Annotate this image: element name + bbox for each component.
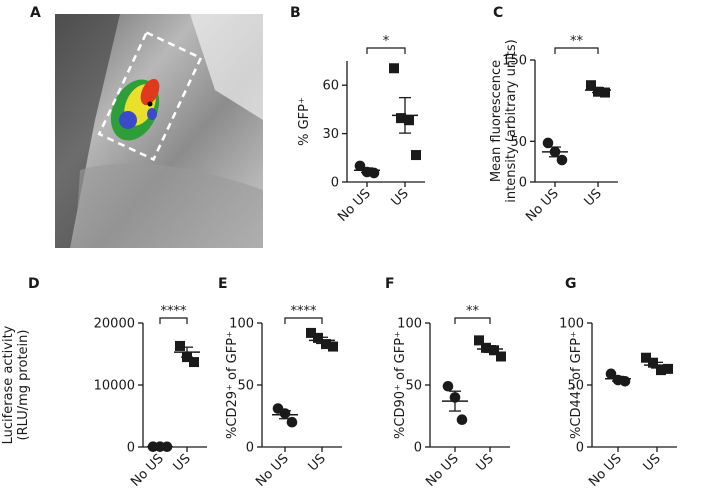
data-point — [641, 352, 651, 363]
significance-label: **** — [161, 304, 188, 319]
data-point — [404, 115, 414, 126]
data-point — [286, 416, 298, 428]
y-tick-label: 0 — [519, 176, 527, 191]
x-tick-label: No US — [253, 451, 292, 490]
panel-label: G — [565, 276, 577, 292]
y-axis-label: %CD29⁺ of GFP⁺ — [225, 331, 240, 439]
x-tick-label: No US — [423, 451, 462, 490]
y-tick-label: 30 — [322, 127, 339, 142]
data-point — [586, 80, 596, 91]
x-tick-label: US — [306, 451, 329, 474]
y-tick-label: 50 — [405, 379, 422, 394]
y-tick-label: 0 — [127, 441, 135, 456]
data-point — [306, 327, 316, 338]
panel-label: F — [385, 276, 395, 292]
y-axis-label: Mean fluorescence — [489, 60, 504, 182]
data-point — [656, 365, 666, 376]
x-tick-label: US — [389, 186, 412, 209]
significance-bracket — [366, 47, 406, 54]
y-tick-label: 100 — [559, 317, 584, 332]
data-point — [542, 137, 554, 149]
data-point — [175, 340, 185, 351]
data-point — [328, 341, 338, 352]
y-axis-label: %CD90⁺ of GFP⁺ — [393, 331, 408, 439]
y-tick-label: 100 — [397, 317, 422, 332]
y-tick-label: 20000 — [94, 317, 135, 332]
x-tick-label: US — [641, 451, 664, 474]
x-tick-label: US — [474, 451, 497, 474]
y-axis-label: intensity (arbitrary units) — [504, 39, 519, 202]
y-tick-label: 0 — [331, 176, 339, 191]
y-tick-label: 10000 — [94, 379, 135, 394]
x-tick-label: No US — [128, 451, 167, 490]
data-point — [389, 63, 399, 74]
significance-label: **** — [291, 304, 318, 319]
panel-label: B — [290, 5, 301, 21]
x-tick-label: No US — [335, 186, 374, 225]
data-point — [396, 113, 406, 124]
y-axis-label: Luciferase activity — [1, 325, 16, 444]
y-tick-label: 0 — [246, 441, 254, 456]
significance-bracket — [159, 317, 188, 324]
y-tick-label: 50 — [567, 379, 584, 394]
y-tick-label: 0 — [414, 441, 422, 456]
significance-label: ** — [466, 304, 480, 319]
significance-bracket — [554, 47, 599, 54]
data-point — [189, 357, 199, 368]
data-point — [442, 380, 454, 392]
data-point — [481, 342, 491, 353]
significance-bracket — [284, 317, 323, 324]
panel-label: C — [493, 5, 503, 21]
x-tick-label: US — [171, 451, 194, 474]
panel-label: A — [30, 5, 41, 21]
y-tick-label: 150 — [502, 54, 527, 69]
significance-label: ** — [570, 34, 584, 49]
data-point — [474, 335, 484, 346]
x-tick-label: US — [582, 186, 605, 209]
y-tick-label: 50 — [510, 135, 527, 150]
y-axis-label: % GFP⁺ — [297, 97, 312, 146]
data-point — [411, 150, 421, 161]
y-axis-label: (RLU/mg protein) — [16, 330, 31, 441]
y-tick-label: 0 — [576, 441, 584, 456]
y-tick-label: 100 — [229, 317, 254, 332]
significance-bracket — [454, 317, 491, 324]
x-tick-label: No US — [523, 186, 562, 225]
y-tick-label: 50 — [237, 379, 254, 394]
microscopy-image — [55, 14, 263, 248]
data-point — [496, 351, 506, 362]
data-point — [663, 363, 673, 374]
data-point — [456, 414, 468, 426]
data-point — [489, 345, 499, 356]
y-axis-label: %CD44⁺ of GFP⁺ — [569, 331, 584, 439]
x-tick-label: No US — [586, 451, 625, 490]
panel-label: E — [218, 276, 228, 292]
panel-label: D — [28, 276, 40, 292]
y-tick-label: 60 — [322, 79, 339, 94]
data-point — [600, 87, 610, 98]
significance-label: * — [383, 34, 390, 49]
